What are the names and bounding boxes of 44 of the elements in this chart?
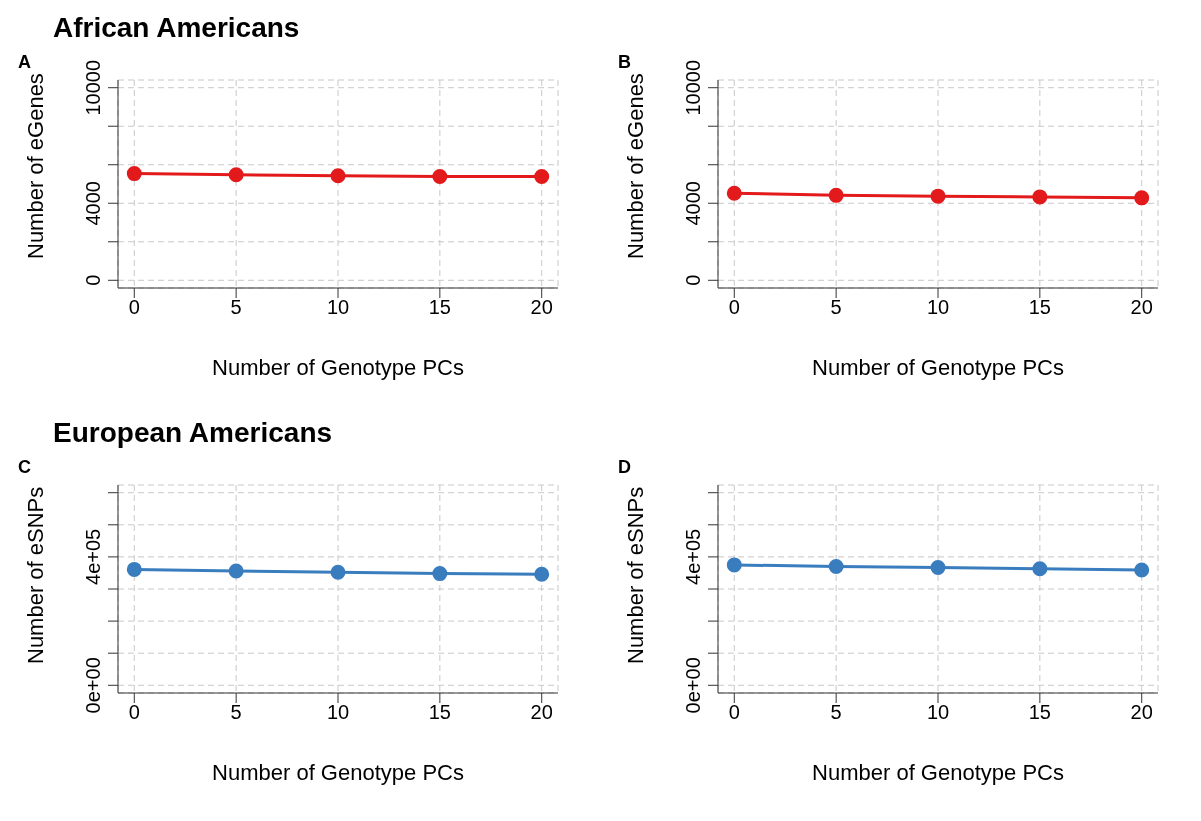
y-tick-label: 4e+05	[682, 528, 704, 585]
chart-title: African Americans	[53, 12, 300, 43]
x-tick-label: 5	[230, 296, 242, 319]
y-tick-label: 0e+00	[82, 657, 104, 714]
x-axis-title: Number of Genotype PCs	[812, 355, 1064, 380]
y-tick-label: 10000	[82, 59, 104, 116]
x-tick-label: 20	[1130, 296, 1153, 319]
x-tick-label: 0	[128, 296, 140, 319]
y-axis-title: Number of eGenes	[622, 73, 648, 259]
x-tick-label: 0	[728, 701, 740, 724]
y-tick-label: 4000	[682, 181, 704, 226]
x-tick-label: 10	[926, 296, 950, 319]
y-axis-title: Number of eSNPs	[622, 486, 648, 664]
x-tick-label: 20	[530, 701, 553, 724]
y-tick-label: 0	[82, 274, 104, 286]
x-tick-label: 15	[1028, 701, 1051, 724]
x-tick-label: 20	[1130, 701, 1153, 724]
x-tick-label: 5	[830, 296, 842, 319]
text: B	[618, 52, 631, 73]
text: A	[18, 52, 31, 73]
y-tick-label: 4000	[82, 181, 104, 226]
x-tick-label: 15	[428, 701, 451, 724]
x-tick-label: 0	[128, 701, 140, 724]
y-axis-title: Number of eSNPs	[22, 486, 48, 664]
x-axis-title: Number of Genotype PCs	[812, 760, 1064, 785]
y-tick-label: 0e+00	[682, 657, 704, 714]
x-tick-label: 5	[830, 701, 842, 724]
chart-title: European Americans	[53, 417, 333, 448]
text: C	[18, 457, 31, 478]
x-tick-label: 10	[326, 296, 350, 319]
x-tick-label: 20	[530, 296, 553, 319]
x-tick-label: 15	[1028, 296, 1051, 319]
text: D	[618, 457, 631, 478]
y-tick-label: 4e+05	[82, 528, 104, 585]
x-tick-label: 10	[926, 701, 950, 724]
x-tick-label: 15	[428, 296, 451, 319]
x-tick-label: 10	[326, 701, 350, 724]
x-axis-title: Number of Genotype PCs	[212, 355, 464, 380]
y-axis-title: Number of eGenes	[22, 73, 48, 259]
x-tick-label: 5	[230, 701, 242, 724]
x-axis-title: Number of Genotype PCs	[212, 760, 464, 785]
y-tick-label: 10000	[682, 59, 704, 116]
x-tick-label: 0	[728, 296, 740, 319]
y-tick-label: 0	[682, 274, 704, 286]
